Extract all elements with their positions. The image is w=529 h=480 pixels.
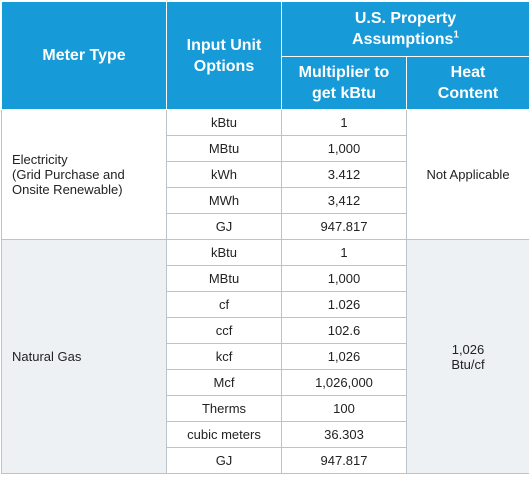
table-row: Electricity (Grid Purchase and Onsite Re…: [2, 110, 529, 136]
multiplier-cell: 1: [282, 110, 407, 136]
header-input-unit: Input Unit Options: [167, 2, 282, 110]
unit-cell: ccf: [167, 318, 282, 344]
unit-cell: kcf: [167, 344, 282, 370]
unit-cell: kBtu: [167, 240, 282, 266]
header-us-assumptions: U.S. Property Assumptions1: [282, 2, 529, 57]
gas-heat-unit: Btu/cf: [410, 357, 526, 372]
multiplier-cell: 1,000: [282, 266, 407, 292]
table-row: Natural Gas kBtu 1 1,026 Btu/cf: [2, 240, 529, 266]
header-heat-line2: Content: [411, 83, 525, 104]
unit-cell: MBtu: [167, 136, 282, 162]
unit-cell: cubic meters: [167, 422, 282, 448]
header-input-unit-line2: Options: [171, 56, 277, 77]
electricity-label-line3: Onsite Renewable): [12, 182, 163, 197]
unit-cell: Therms: [167, 396, 282, 422]
footnote-marker: 1: [453, 30, 459, 41]
multiplier-cell: 1: [282, 240, 407, 266]
electricity-label-line2: (Grid Purchase and: [12, 167, 163, 182]
multiplier-cell: 102.6: [282, 318, 407, 344]
header-heat-content: Heat Content: [407, 57, 529, 110]
multiplier-cell: 1,000: [282, 136, 407, 162]
unit-cell: GJ: [167, 448, 282, 474]
gas-heat-value: 1,026: [410, 342, 526, 357]
multiplier-cell: 1,026: [282, 344, 407, 370]
header-input-unit-line1: Input Unit: [171, 35, 277, 56]
unit-cell: cf: [167, 292, 282, 318]
header-assumptions-line2: Assumptions: [352, 31, 453, 48]
multiplier-cell: 36.303: [282, 422, 407, 448]
meter-type-electricity: Electricity (Grid Purchase and Onsite Re…: [2, 110, 167, 240]
multiplier-cell: 1.026: [282, 292, 407, 318]
unit-cell: Mcf: [167, 370, 282, 396]
header-multiplier-line1: Multiplier to: [286, 62, 402, 83]
heat-content-electricity: Not Applicable: [407, 110, 529, 240]
header-meter-type: Meter Type: [2, 2, 167, 110]
heat-content-natural-gas: 1,026 Btu/cf: [407, 240, 529, 474]
unit-cell: kBtu: [167, 110, 282, 136]
multiplier-cell: 947.817: [282, 448, 407, 474]
header-assumptions-line1: U.S. Property: [286, 8, 525, 29]
unit-cell: kWh: [167, 162, 282, 188]
multiplier-cell: 100: [282, 396, 407, 422]
multiplier-cell: 1,026,000: [282, 370, 407, 396]
unit-cell: MWh: [167, 188, 282, 214]
multiplier-cell: 3,412: [282, 188, 407, 214]
unit-cell: GJ: [167, 214, 282, 240]
unit-cell: MBtu: [167, 266, 282, 292]
header-multiplier: Multiplier to get kBtu: [282, 57, 407, 110]
header-meter-type-text: Meter Type: [42, 47, 125, 64]
multiplier-cell: 947.817: [282, 214, 407, 240]
multiplier-cell: 3.412: [282, 162, 407, 188]
meter-type-natural-gas: Natural Gas: [2, 240, 167, 474]
header-heat-line1: Heat: [411, 62, 525, 83]
electricity-label-line1: Electricity: [12, 152, 163, 167]
header-multiplier-line2: get kBtu: [286, 83, 402, 104]
